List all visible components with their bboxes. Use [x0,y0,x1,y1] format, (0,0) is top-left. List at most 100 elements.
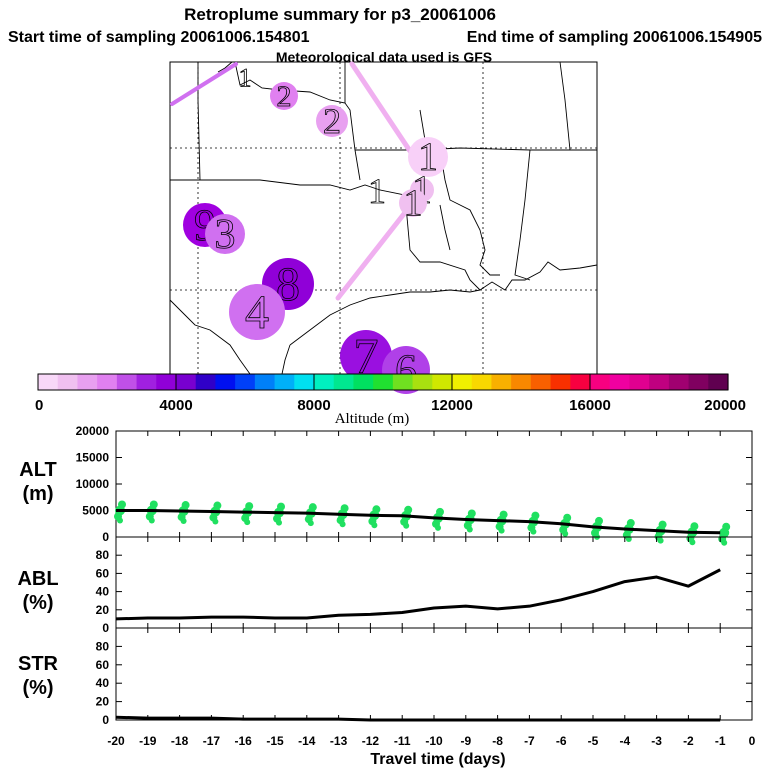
altitude-scatter-point [435,524,441,531]
colorbar-cell [333,374,355,390]
abl-panel-label: ABL [17,568,58,590]
altitude-scatter-point [404,505,413,514]
x-tick-label: 0 [749,734,756,748]
altitude-scatter-point [148,517,155,524]
colorbar-tick-label: 8000 [297,397,330,414]
y-tick-label: 20000 [76,424,110,438]
x-tick-label: -15 [266,734,284,748]
marker-label: 1 [418,134,438,179]
altitude-scatter-point [689,539,696,546]
y-tick-label: 0 [102,621,109,635]
altitude-scatter-point [149,500,158,509]
colorbar-cell [294,374,315,390]
y-tick-label: 5000 [82,504,109,518]
altitude-scatter-point [595,516,603,525]
colorbar-cell [570,374,591,390]
map-marker: 4 [229,284,285,340]
colorbar-cell [590,374,611,390]
altitude-scatter-point [277,502,285,511]
colorbar-cell [176,374,197,390]
altitude-scatter-point [467,509,476,518]
marker-dot [229,284,285,340]
colorbar-cell [314,374,335,390]
altitude-scatter-point [658,520,667,529]
altitude-scatter-point [499,510,508,519]
colorbar-cell [511,374,532,390]
x-tick-label: -2 [683,734,694,748]
x-tick-label: -8 [492,734,503,748]
y-tick-label: 40 [96,676,110,690]
colorbar-cell [136,374,157,390]
map-marker: 2 [270,80,298,113]
colorbar-tick-label: 20000 [704,397,746,414]
figure-title: Retroplume summary for p3_20061006 [184,5,496,24]
alt-panel: 0 5000 10000 15000 20000 [76,424,753,546]
marker-dot [205,214,245,254]
altitude-scatter-point [722,522,731,531]
altitude-scatter-point [212,518,219,525]
altitude-scatter-point [466,526,473,533]
y-tick-label: 0 [102,530,109,544]
map-marker: 1 [368,170,387,211]
map-marker: 3 [205,211,245,258]
colorbar-cell [609,374,631,390]
colorbar-cell [156,374,177,390]
y-tick-label: 0 [102,713,109,727]
marker-label: 1 [239,64,252,93]
panel-frame [115,536,753,629]
altitude-scatter-point [531,511,540,520]
x-tick-label: -18 [171,734,189,748]
colorbar-cell [254,374,276,390]
colorbar-cell [412,374,433,390]
series-line [115,568,721,621]
altitude-scatter-point [690,522,699,531]
y-tick-label: 80 [96,639,110,653]
altitude-scatter-point [307,520,314,527]
y-tick-label: 60 [96,566,110,580]
x-tick-label: -13 [330,734,348,748]
x-tick-label: -4 [619,734,630,748]
y-tick-label: 40 [96,585,110,599]
colorbar-cell [649,374,670,390]
map-marker: 1 [399,182,427,225]
marker-label: 2 [323,101,341,141]
altitude-scatter-point [340,504,349,513]
abl-panel-unit: (%) [22,592,53,614]
colorbar-tick-label: 16000 [569,397,611,414]
colorbar-cell [550,374,571,390]
colorbar-cell [452,374,473,390]
y-tick-label: 60 [96,658,110,672]
colorbar-tick-label: 0 [35,397,43,414]
altitude-scatter-point [244,519,251,526]
altitude-scatter-point [371,522,378,529]
x-tick-label: -5 [588,734,599,748]
altitude-scatter-point [530,528,537,535]
colorbar-cell [373,374,394,390]
colorbar-cell [392,374,414,390]
x-tick-label: -6 [556,734,567,748]
colorbar-cell [57,374,79,390]
x-tick-label: -17 [203,734,221,748]
map-boundaries [169,61,598,375]
altitude-scatter-point [721,539,728,546]
abl-panel: 0 20 40 60 80 [96,536,753,635]
marker-label: 3 [215,212,236,258]
altitude-scatter-point [563,513,572,522]
altitude-scatter-point [213,501,222,510]
colorbar-cell [668,374,690,390]
colorbar-cell [353,374,374,390]
x-tick-label: -19 [139,734,157,748]
colorbar-cell [688,374,709,390]
x-tick-label: -10 [425,734,443,748]
altitude-scatter-point [403,522,410,529]
altitude-scatter-point [181,501,190,510]
altitude-scatter-point [118,500,126,509]
start-time: Start time of sampling 20061006.154801 [8,29,310,46]
altitude-scatter-point [498,527,505,534]
colorbar-cell [629,374,650,390]
x-tick-label: -12 [362,734,380,748]
altitude-scatter-point [436,507,444,516]
met-data-note: Meteorological data used is GFS [276,49,492,65]
colorbar-cell [195,374,217,390]
